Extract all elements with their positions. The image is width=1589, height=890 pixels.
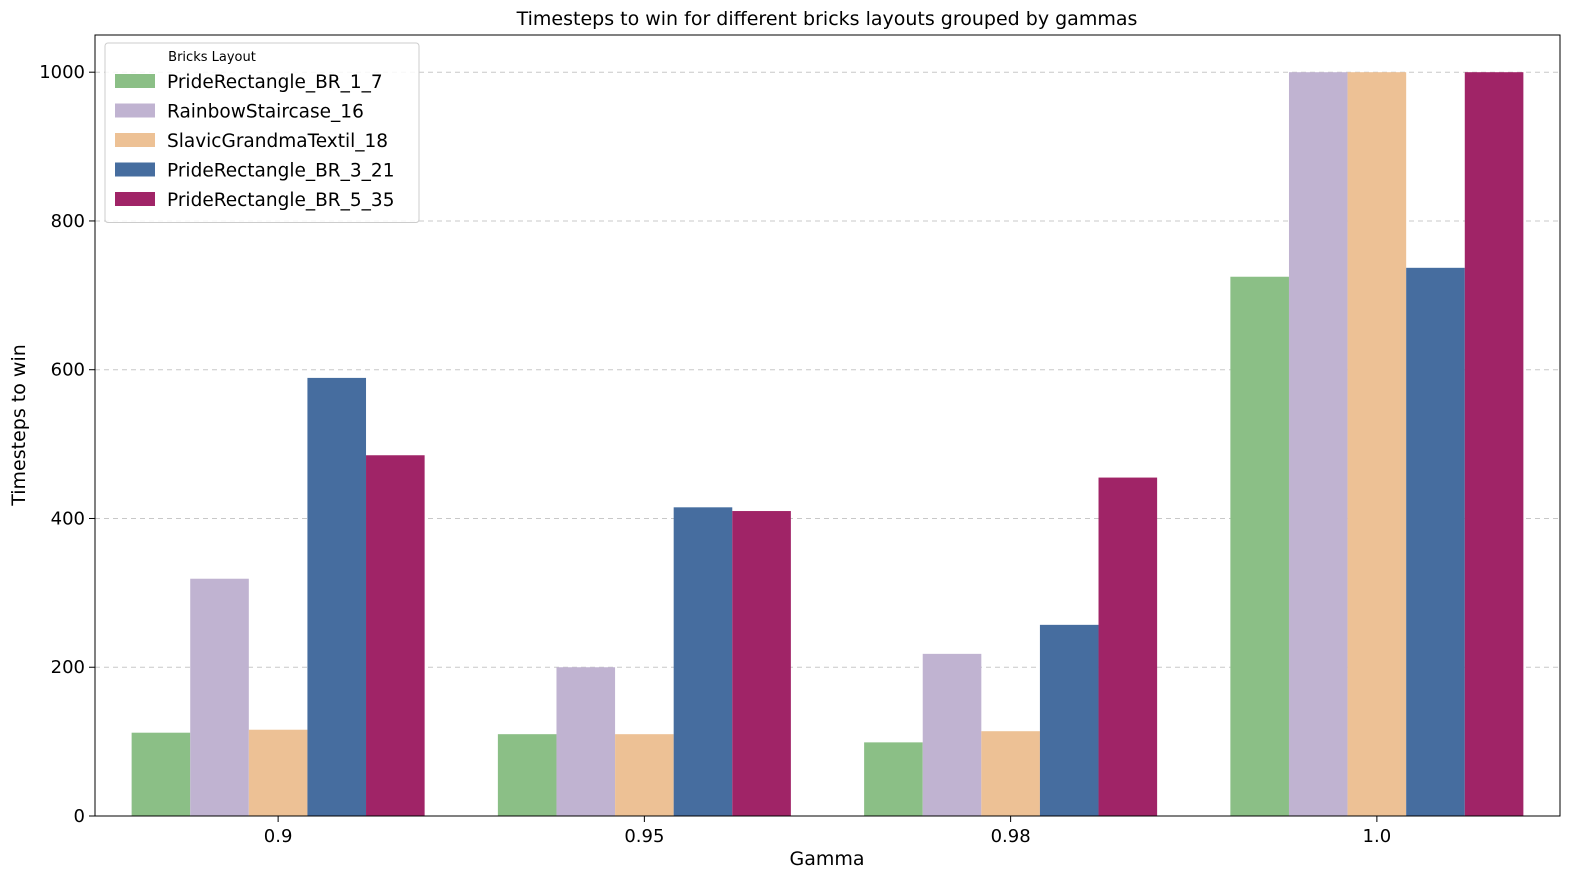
bar-1-2 xyxy=(922,653,982,816)
bar-0-3 xyxy=(1230,276,1289,816)
bar-3-1 xyxy=(673,507,733,816)
bar-4-2 xyxy=(1098,477,1158,816)
y-tick-label-0: 0 xyxy=(74,806,85,827)
x-tick-label-1: 0.95 xyxy=(624,826,664,847)
legend-box xyxy=(104,42,420,223)
legend-label-1: RainbowStaircase_16 xyxy=(167,102,364,123)
legend-label-2: SlavicGrandmaTextil_18 xyxy=(167,131,388,152)
chart-title: Timesteps to win for different bricks la… xyxy=(516,8,1138,30)
legend-swatch-0 xyxy=(115,74,155,88)
bar-0-0 xyxy=(131,732,191,816)
y-tick-label-5: 1000 xyxy=(39,62,85,83)
legend-swatch-2 xyxy=(115,133,155,147)
bar-2-1 xyxy=(615,734,674,816)
legend-swatch-1 xyxy=(115,103,155,118)
bar-2-3 xyxy=(1347,72,1407,816)
x-tick-label-3: 1.0 xyxy=(1363,826,1392,847)
bar-1-3 xyxy=(1288,72,1348,816)
bar-2-0 xyxy=(248,729,308,816)
legend-label-3: PrideRectangle_BR_3_21 xyxy=(167,161,394,182)
legend-label-4: PrideRectangle_BR_5_35 xyxy=(167,190,394,211)
bar-1-0 xyxy=(190,578,249,816)
legend-swatch-4 xyxy=(115,192,155,206)
bar-4-0 xyxy=(366,455,425,816)
bar-3-2 xyxy=(1039,624,1099,816)
y-axis-label: Timesteps to win xyxy=(8,344,30,507)
axes: 0 200 400 600 800 1000 0.9 0.95 0.98 1.0 xyxy=(39,62,1391,847)
x-tick-label-2: 0.98 xyxy=(991,826,1031,847)
bars xyxy=(131,72,1524,816)
y-tick-label-3: 600 xyxy=(51,360,85,381)
bar-2-2 xyxy=(981,731,1040,816)
plot-frame xyxy=(94,34,1561,817)
y-tick-label-4: 800 xyxy=(51,211,85,232)
y-tick-label-2: 400 xyxy=(51,508,85,529)
legend-title: Bricks Layout xyxy=(168,50,256,65)
y-tick-label-1: 200 xyxy=(51,657,85,678)
bar-3-3 xyxy=(1406,267,1465,816)
bar-3-0 xyxy=(307,377,367,816)
legend-label-0: PrideRectangle_BR_1_7 xyxy=(167,72,383,93)
legend-swatch-3 xyxy=(115,162,155,177)
legend: Bricks Layout PrideRectangle_BR_1_7 Rainb… xyxy=(104,42,420,223)
bar-1-1 xyxy=(556,667,616,816)
bar-0-1 xyxy=(497,734,557,816)
x-axis-label: Gamma xyxy=(789,848,864,870)
x-tick-label-0: 0.9 xyxy=(264,826,293,847)
bar-4-3 xyxy=(1464,72,1524,816)
bar-4-1 xyxy=(732,511,791,816)
bar-0-2 xyxy=(864,742,923,816)
